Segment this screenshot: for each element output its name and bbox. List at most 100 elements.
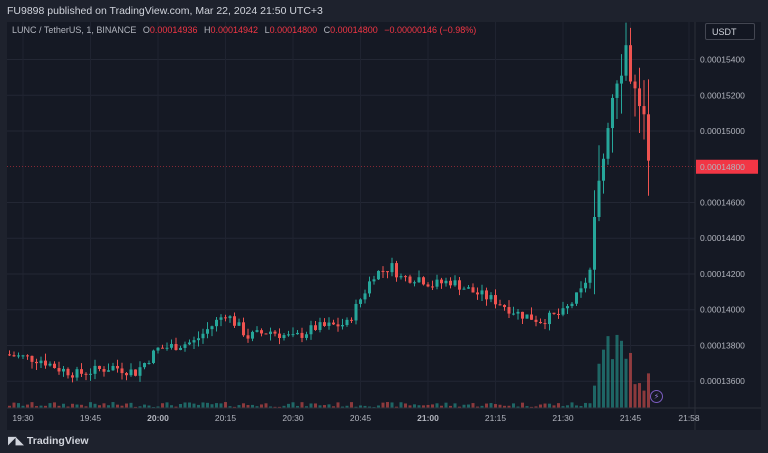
- candle: [309, 325, 313, 335]
- price-tick-label: 0.00014600: [700, 197, 745, 207]
- candle: [548, 312, 551, 325]
- brand-name: TradingView: [26, 434, 89, 447]
- lightning-icon[interactable]: ⚡: [650, 390, 663, 403]
- volume-bar: [39, 405, 43, 408]
- volume-bar: [156, 406, 160, 408]
- time-tick-label: 21:58: [678, 413, 700, 423]
- candle: [287, 334, 290, 336]
- volume-bar: [368, 406, 371, 408]
- candle: [435, 279, 439, 287]
- candle: [17, 355, 20, 357]
- candle: [269, 331, 272, 335]
- volume-bar: [98, 405, 101, 408]
- volume-bar: [269, 406, 272, 408]
- volume-bar: [548, 403, 551, 408]
- candle: [611, 97, 614, 129]
- price-tick-label: 0.00013800: [700, 340, 745, 350]
- volume-bar: [80, 404, 83, 408]
- volume-bar: [165, 402, 169, 408]
- candle: [476, 292, 479, 295]
- candle: [53, 363, 56, 369]
- volume-bar: [359, 405, 362, 408]
- volume-bar: [422, 405, 425, 408]
- candle: [156, 347, 160, 351]
- volume-bar: [300, 402, 304, 408]
- volume-bars: [8, 334, 650, 408]
- volume-bar: [21, 405, 25, 408]
- price-tick-label: 0.00015400: [700, 55, 745, 65]
- volume-bar: [431, 404, 434, 408]
- volume-bar: [120, 405, 124, 408]
- volume-bar: [377, 405, 380, 408]
- candle: [57, 368, 61, 372]
- candle: [39, 360, 43, 364]
- candle: [647, 114, 650, 161]
- volume-bar: [62, 403, 65, 408]
- candle: [606, 128, 610, 159]
- volume-bar: [296, 405, 299, 408]
- candle: [593, 216, 596, 270]
- volume-bar: [399, 402, 403, 408]
- volume-bar: [66, 406, 70, 408]
- candle: [260, 330, 263, 334]
- volume-bar: [494, 404, 497, 408]
- candle: [467, 287, 470, 289]
- candle: [485, 290, 488, 300]
- volume-bar: [219, 403, 223, 408]
- volume-bar: [44, 405, 47, 408]
- volume-bar: [633, 384, 637, 408]
- footer-bar: [0, 430, 768, 453]
- low-label: L: [264, 25, 270, 35]
- candle: [543, 323, 547, 325]
- time-tick-label: 21:15: [485, 413, 507, 423]
- price-tick-label: 0.00015200: [700, 90, 745, 100]
- candle: [264, 333, 268, 335]
- candle: [440, 279, 443, 284]
- volume-bar: [593, 385, 596, 408]
- candle: [188, 342, 191, 345]
- volume-bar: [480, 405, 484, 408]
- currency-button[interactable]: USDT: [705, 23, 755, 40]
- volume-bar: [341, 406, 344, 408]
- candle: [588, 269, 592, 283]
- volume-bar: [611, 359, 614, 408]
- volume-bar: [161, 403, 164, 408]
- volume-bar: [111, 402, 115, 408]
- candle: [147, 362, 151, 364]
- candle: [408, 276, 412, 283]
- volume-bar: [170, 405, 173, 408]
- volume-bar: [12, 402, 16, 408]
- high-label: H: [203, 25, 211, 35]
- candle: [368, 281, 371, 294]
- volume-bar: [125, 403, 128, 408]
- current-price-line: 0.00014800: [7, 159, 758, 174]
- candle: [71, 375, 74, 378]
- chart-pane[interactable]: 0.00014800 0.00015400 0.00015200 0.0001500…: [7, 22, 761, 430]
- volume-bar: [435, 403, 439, 408]
- candle: [210, 326, 214, 330]
- time-tick-label: 20:45: [350, 413, 372, 423]
- volume-bar: [107, 405, 110, 408]
- candle: [75, 369, 79, 378]
- candle: [539, 321, 542, 324]
- candle: [377, 270, 380, 280]
- candle: [521, 311, 524, 319]
- symbol-legend: LUNC / TetherUS, 1, BINANCE O0.00014936 …: [12, 25, 476, 35]
- candle: [12, 355, 16, 357]
- volume-bar: [588, 403, 592, 408]
- candle: [417, 277, 421, 283]
- candle: [246, 335, 250, 339]
- tradingview-logo[interactable]: ◤◣ TradingView: [8, 434, 89, 448]
- candle: [512, 313, 515, 315]
- candle: [584, 282, 587, 289]
- volume-bar: [647, 373, 650, 408]
- candlestick-chart[interactable]: 0.00014800 0.00015400 0.00015200 0.0001500…: [7, 22, 761, 430]
- time-tick-label: 19:45: [80, 413, 102, 423]
- candle: [278, 333, 281, 339]
- candle: [462, 288, 466, 290]
- volume-bar: [620, 340, 623, 408]
- volume-bar: [615, 334, 619, 408]
- candle: [242, 322, 245, 336]
- candle: [566, 306, 569, 309]
- volume-bar: [255, 406, 259, 408]
